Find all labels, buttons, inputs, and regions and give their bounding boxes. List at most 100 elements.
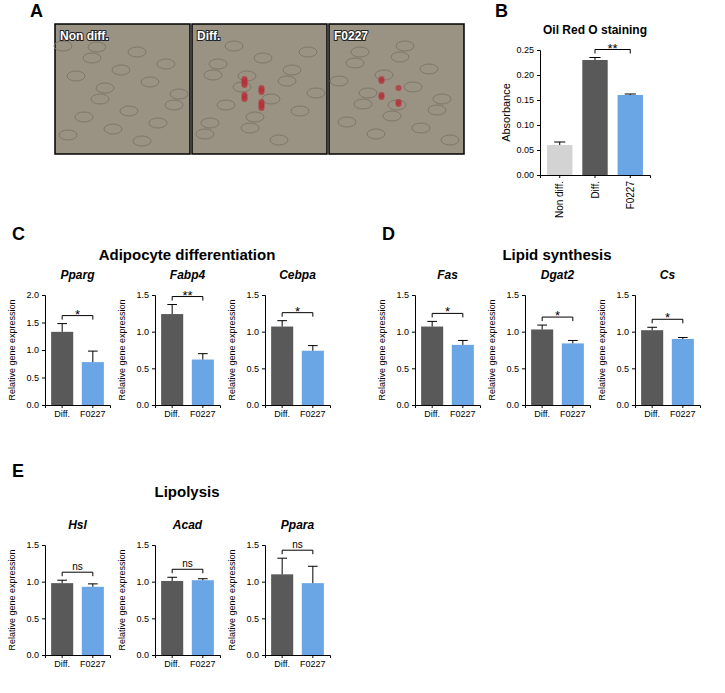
tick-mark — [632, 332, 635, 333]
tick-mark — [152, 582, 155, 583]
tick-mark — [652, 405, 653, 408]
cell-texture — [383, 111, 401, 121]
bar — [562, 343, 584, 405]
cell-texture — [170, 89, 188, 99]
tick-label: 0.0 — [616, 400, 629, 410]
tick-mark — [172, 405, 173, 408]
tick-label: Diff. — [164, 659, 180, 669]
axis-title: Relative gene expression — [597, 299, 607, 400]
tick-mark — [92, 655, 93, 658]
tick-label: 1.0 — [616, 327, 629, 337]
tick-mark — [412, 332, 415, 333]
x-tick: Diff. — [534, 405, 550, 419]
y-tick: 1.0 — [136, 327, 155, 337]
chart-title: Oil Red O staining — [543, 23, 647, 37]
tick-label: 1.5 — [26, 540, 39, 550]
tick-mark — [282, 655, 283, 658]
significance-label: * — [445, 304, 450, 319]
tick-label: 0.15 — [516, 95, 534, 105]
lipid-droplet — [396, 101, 402, 107]
cell-texture — [346, 58, 364, 68]
y-tick: 0.0 — [246, 650, 265, 660]
cell-texture — [67, 71, 85, 81]
tick-mark — [62, 655, 63, 658]
tick-mark — [262, 332, 265, 333]
tick-label: F0227 — [300, 659, 326, 669]
axis-title: Relative gene expression — [117, 299, 127, 400]
axis-line — [636, 406, 701, 409]
tick-mark — [262, 545, 265, 546]
tick-label: F0227 — [80, 409, 106, 419]
lipid-droplet — [379, 78, 385, 84]
tick-label: 0.05 — [516, 145, 534, 155]
tick-mark — [282, 405, 283, 408]
tick-label: 1.0 — [396, 327, 409, 337]
y-tick: 1.0 — [506, 327, 525, 337]
tick-label: 1.0 — [246, 577, 259, 587]
tick-label: 0.0 — [136, 650, 149, 660]
cell-texture — [299, 47, 317, 57]
tick-mark — [42, 323, 45, 324]
axis-line — [156, 656, 221, 659]
cell-texture — [246, 112, 264, 122]
cell-texture — [262, 94, 280, 104]
tick-mark — [152, 405, 155, 406]
tick-label: 1.5 — [616, 290, 629, 300]
tick-mark — [42, 655, 45, 656]
x-tick: Diff. — [590, 175, 601, 199]
cell-texture — [201, 118, 219, 128]
tick-label: Diff. — [54, 659, 70, 669]
image-label: Non diff. — [60, 29, 109, 43]
panel-title: Lipolysis — [154, 483, 219, 500]
panel-title: Adipocyte differentiation — [99, 246, 276, 263]
panel-letter: C — [12, 224, 25, 244]
tick-mark — [462, 405, 463, 408]
bar — [421, 327, 443, 405]
tick-mark — [522, 332, 525, 333]
x-tick: F0227 — [80, 655, 106, 669]
error-bar — [167, 577, 177, 581]
tick-mark — [202, 405, 203, 408]
bar — [641, 330, 663, 405]
error-bar — [458, 340, 468, 344]
cell-texture — [307, 88, 325, 98]
y-tick: 1.5 — [246, 290, 265, 300]
tick-label: 0.5 — [396, 364, 409, 374]
y-tick: 0.5 — [246, 364, 265, 374]
cell-texture — [149, 118, 167, 128]
y-tick: 0.10 — [516, 120, 540, 130]
y-tick: 1.5 — [396, 290, 415, 300]
x-tick: F0227 — [560, 405, 586, 419]
cell-texture — [396, 41, 414, 51]
cell-texture — [404, 82, 422, 92]
tick-mark — [412, 405, 415, 406]
cell-texture — [412, 123, 430, 133]
x-axis: Diff.F0227 — [266, 655, 331, 669]
tick-mark — [542, 405, 543, 408]
significance-label: ns — [182, 558, 193, 569]
error-bar — [678, 338, 688, 339]
tick-mark — [92, 405, 93, 408]
significance-label: * — [295, 304, 300, 319]
tick-label: 1.0 — [26, 577, 39, 587]
bar — [452, 345, 474, 405]
axis-title: Absorbance — [500, 83, 512, 142]
chart-title: Ppara — [281, 518, 315, 532]
micrograph: F0227 — [329, 24, 464, 154]
cell-texture — [165, 100, 183, 110]
tick-label: 0.5 — [616, 364, 629, 374]
plot-area — [547, 58, 643, 176]
y-tick: 0.0 — [246, 400, 265, 410]
tick-mark — [262, 618, 265, 619]
lipid-droplet — [259, 89, 265, 95]
y-tick: 0.0 — [136, 400, 155, 410]
significance-label: * — [665, 310, 670, 325]
cell-texture — [204, 70, 222, 80]
lipid-droplet — [242, 96, 248, 102]
tick-mark — [537, 125, 540, 126]
chart: 0.00.51.01.5Diff.F0227Relative gene expr… — [117, 518, 221, 669]
bar — [618, 95, 643, 175]
tick-label: 1.5 — [136, 540, 149, 550]
plot-area — [271, 321, 324, 405]
chart: 0.00.51.01.5Diff.F0227Relative gene expr… — [227, 268, 331, 419]
